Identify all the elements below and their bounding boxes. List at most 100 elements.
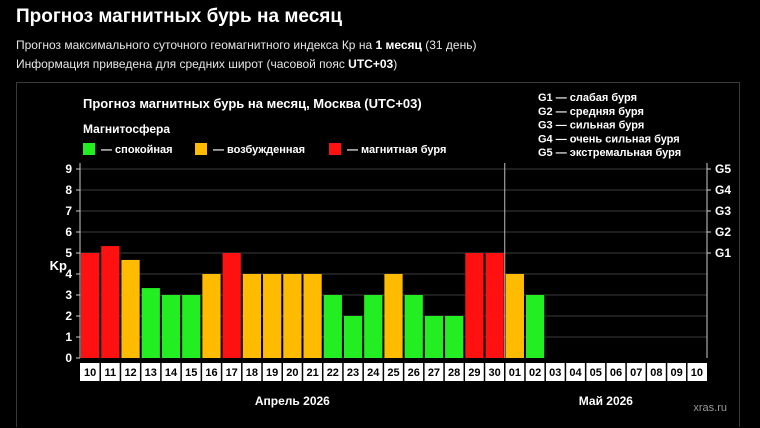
storm-level-1: G1 — слабая буря xyxy=(538,92,637,104)
y-tick-label-2: 2 xyxy=(65,309,72,323)
day-label-7: 16 xyxy=(205,367,217,379)
g-label-g3: G3 xyxy=(715,204,731,218)
bar-11 xyxy=(283,274,302,358)
day-label-4: 13 xyxy=(145,367,157,379)
day-label-29: 08 xyxy=(650,367,662,379)
day-label-21: 30 xyxy=(489,367,501,379)
day-label-10: 19 xyxy=(266,367,278,379)
subtitle-latitude-text: Информация приведена для средних широт (… xyxy=(16,57,349,71)
legend-swatch-3 xyxy=(329,143,341,155)
day-label-31: 10 xyxy=(691,367,703,379)
day-label-6: 15 xyxy=(185,367,197,379)
day-label-9: 18 xyxy=(246,367,258,379)
day-label-5: 14 xyxy=(165,367,178,379)
storm-level-5: G5 — экстремальная буря xyxy=(538,147,681,159)
y-tick-label-3: 3 xyxy=(65,288,72,302)
bar-12 xyxy=(303,274,322,358)
bar-10 xyxy=(263,274,282,358)
bar-3 xyxy=(121,259,140,358)
chart-bars xyxy=(81,246,545,358)
bar-2 xyxy=(101,246,120,358)
bar-9 xyxy=(242,274,262,358)
storm-level-3: G3 — сильная буря xyxy=(538,120,644,132)
day-label-20: 29 xyxy=(468,367,480,379)
y-tick-label-1: 1 xyxy=(65,330,72,344)
subtitle-forecast: Прогноз максимального суточного геомагни… xyxy=(16,38,476,52)
legend-label-3: — магнитная буря xyxy=(347,144,446,156)
y-tick-label-7: 7 xyxy=(65,204,72,218)
y-tick-label-6: 6 xyxy=(65,225,72,239)
bar-16 xyxy=(384,274,403,358)
watermark: xras.ru xyxy=(693,402,727,414)
day-label-11: 20 xyxy=(286,367,298,379)
day-label-25: 04 xyxy=(569,367,582,379)
bar-20 xyxy=(465,253,484,358)
legend-label-1: — спокойная xyxy=(101,144,173,156)
bar-15 xyxy=(364,295,383,358)
y-tick-label-0: 0 xyxy=(65,351,72,365)
day-label-30: 09 xyxy=(671,367,683,379)
subtitle-latitude-end: ) xyxy=(393,57,398,71)
bar-19 xyxy=(445,316,464,358)
y-tick-label-9: 9 xyxy=(65,162,72,176)
day-label-17: 26 xyxy=(408,367,420,379)
month-label-1: Апрель 2026 xyxy=(255,394,330,408)
bar-6 xyxy=(182,295,201,358)
day-label-28: 07 xyxy=(630,367,642,379)
bar-18 xyxy=(424,316,444,358)
bar-7 xyxy=(202,274,221,358)
legend-label-2: — возбужденная xyxy=(213,144,305,156)
bar-13 xyxy=(323,295,342,358)
g-label-g4: G4 xyxy=(715,183,731,197)
color-legend: — спокойная — возбужденная — магнитная бур… xyxy=(83,143,446,156)
page-title: Прогноз магнитных бурь на месяц xyxy=(16,6,343,27)
bar-5 xyxy=(161,295,181,358)
day-label-strip xyxy=(80,363,707,381)
month-label-2: Май 2026 xyxy=(579,394,634,408)
y-tick-label-8: 8 xyxy=(65,183,72,197)
day-label-15: 24 xyxy=(367,367,380,379)
day-label-8: 17 xyxy=(226,367,238,379)
y-axis-label: Kp xyxy=(50,258,67,273)
day-label-2: 11 xyxy=(105,367,117,379)
legend-swatch-1 xyxy=(83,143,95,155)
bar-8 xyxy=(222,253,241,358)
bar-14 xyxy=(343,316,363,358)
day-label-22: 01 xyxy=(509,367,521,379)
bar-21 xyxy=(485,253,504,358)
subtitle-latitude: Информация приведена для средних широт (… xyxy=(16,57,397,71)
day-label-16: 25 xyxy=(387,367,399,379)
legend-swatch-2 xyxy=(195,143,207,155)
day-label-13: 22 xyxy=(327,367,339,379)
subtitle-forecast-text: Прогноз максимального суточного геомагни… xyxy=(16,38,376,52)
kp-forecast-chart: Прогноз магнитных бурь на месяц, Москва … xyxy=(50,92,732,414)
bar-17 xyxy=(404,295,423,358)
day-label-18: 27 xyxy=(428,367,440,379)
storm-level-4: G4 — очень сильная буря xyxy=(538,133,680,145)
y-tick-label-4: 4 xyxy=(65,267,72,281)
day-label-14: 23 xyxy=(347,367,359,379)
subtitle-forecast-days: (31 день) xyxy=(421,38,477,52)
day-label-1: 10 xyxy=(84,367,96,379)
bar-4 xyxy=(141,288,160,358)
storm-level-legend: G1 — слабая буря G2 — средняя буря G3 — си… xyxy=(538,92,681,159)
chart-title: Прогноз магнитных бурь на месяц, Москва … xyxy=(83,96,422,111)
g-label-g1: G1 xyxy=(715,246,731,260)
bar-1 xyxy=(81,253,100,358)
day-label-26: 05 xyxy=(590,367,602,379)
day-label-3: 12 xyxy=(124,367,136,379)
g-label-g2: G2 xyxy=(715,225,731,239)
day-label-19: 28 xyxy=(448,367,460,379)
chart-panel: Прогноз магнитных бурь на месяц, Москва … xyxy=(16,82,740,427)
legend-title: Магнитосфера xyxy=(83,122,170,136)
day-label-27: 06 xyxy=(610,367,622,379)
bar-22 xyxy=(505,274,524,358)
bar-23 xyxy=(525,295,545,358)
day-label-12: 21 xyxy=(306,367,318,379)
subtitle-forecast-period: 1 месяц xyxy=(375,38,422,52)
subtitle-timezone: UTC+03 xyxy=(348,57,394,71)
y-tick-label-5: 5 xyxy=(65,246,72,260)
g-label-g5: G5 xyxy=(715,162,731,176)
day-label-24: 03 xyxy=(549,367,561,379)
